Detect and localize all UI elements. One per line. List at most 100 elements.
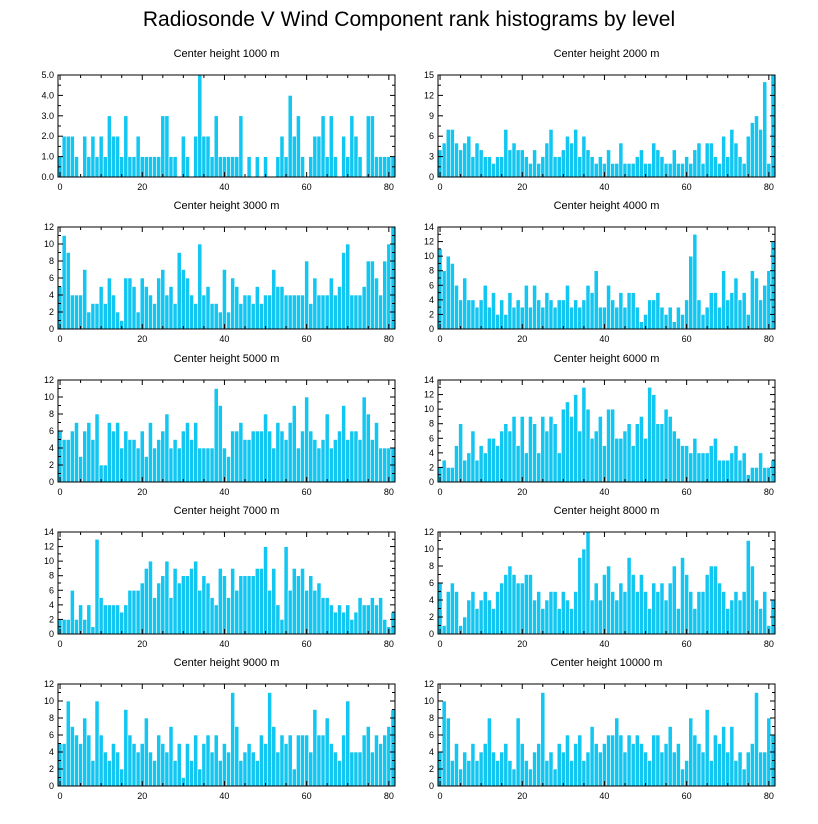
histogram-bar	[222, 575, 227, 635]
histogram-bar	[234, 286, 240, 330]
x-tick-label: 20	[517, 791, 527, 801]
x-tick-label: 60	[682, 182, 692, 192]
histogram-bar	[135, 311, 141, 330]
histogram-bar	[560, 591, 566, 635]
histogram-bar	[478, 751, 484, 787]
histogram-bar	[300, 294, 305, 330]
histogram-bar	[98, 597, 104, 635]
histogram-bar	[291, 135, 297, 178]
histogram-bar	[115, 422, 120, 483]
y-tick-label: 10	[44, 392, 54, 402]
histogram-bar	[345, 700, 351, 787]
histogram-bar	[341, 252, 346, 330]
histogram-bar	[626, 423, 632, 483]
histogram-bar	[688, 163, 694, 178]
y-tick-label: 12	[424, 390, 434, 400]
chart-title: Center height 8000 m	[554, 505, 660, 517]
histogram-bar	[94, 413, 100, 483]
histogram-bar	[70, 430, 75, 483]
histogram-bar	[692, 734, 698, 787]
histogram-bar	[659, 423, 665, 483]
histogram-bar	[374, 604, 379, 635]
chart-title: Center height 10000 m	[551, 657, 663, 669]
histogram-bar	[172, 439, 178, 483]
histogram-bar	[721, 591, 726, 635]
histogram-bar	[234, 589, 240, 635]
histogram-bar	[230, 430, 236, 483]
histogram-bar	[532, 599, 537, 635]
chart-title: Center height 2000 m	[554, 48, 660, 60]
x-tick-label: 40	[219, 182, 229, 192]
histogram-bar	[279, 619, 285, 635]
histogram-bar	[246, 439, 252, 483]
histogram-bar	[180, 430, 186, 483]
histogram-bar	[622, 306, 628, 330]
x-tick-label: 0	[58, 791, 63, 801]
histogram-bar	[168, 156, 174, 178]
histogram-bar	[213, 604, 219, 635]
histogram-bar	[581, 386, 587, 483]
histogram-bar	[717, 459, 722, 483]
histogram-bar	[499, 751, 505, 787]
histogram-bar	[466, 599, 472, 635]
y-tick-label: 6	[429, 730, 434, 740]
histogram-bar	[750, 743, 755, 787]
histogram-bar	[745, 540, 751, 635]
histogram-bar	[94, 303, 100, 330]
histogram-bar	[283, 546, 289, 635]
histogram-bar	[593, 430, 599, 483]
histogram-bar	[259, 430, 264, 483]
histogram-bar	[565, 284, 570, 330]
histogram-bar	[65, 619, 71, 635]
histogram-bar	[361, 604, 367, 635]
histogram-bar	[639, 743, 644, 787]
histogram-bar	[144, 456, 149, 483]
y-tick-label: 6	[429, 280, 434, 290]
histogram-bar	[226, 751, 231, 787]
histogram-bar	[74, 156, 79, 178]
histogram-bar	[57, 743, 63, 787]
histogram-bar	[98, 734, 104, 787]
histogram-bar	[279, 135, 285, 178]
histogram-bar	[569, 416, 574, 483]
histogram-bar	[606, 408, 611, 483]
histogram-bar	[676, 163, 681, 178]
histogram-bar	[717, 582, 722, 635]
histogram-bar	[560, 149, 566, 178]
histogram-bar	[651, 299, 657, 330]
histogram-bar	[144, 156, 149, 178]
histogram-bar	[458, 149, 463, 178]
histogram-bar	[688, 452, 694, 483]
histogram-bar	[692, 608, 698, 635]
histogram-bar	[246, 156, 252, 178]
histogram-bar	[370, 751, 375, 787]
histogram-bar	[470, 743, 476, 787]
histogram-bar	[316, 294, 322, 330]
histogram-bar	[242, 751, 248, 787]
histogram-bar	[119, 447, 125, 483]
histogram-bar	[226, 456, 231, 483]
histogram-bar	[606, 284, 611, 330]
histogram-bar	[144, 286, 149, 330]
histogram-bar	[382, 734, 388, 787]
histogram-bar	[328, 604, 334, 635]
histogram-bar	[717, 306, 722, 330]
histogram-bar	[271, 269, 277, 330]
histogram-bar	[713, 734, 718, 787]
histogram-bar	[164, 413, 170, 483]
histogram-bar	[201, 135, 207, 178]
histogram-bar	[606, 565, 611, 635]
y-tick-label: 4.0	[41, 90, 54, 100]
y-tick-label: 6	[49, 426, 54, 436]
y-tick-label: 10	[424, 404, 434, 414]
y-tick-label: 0	[49, 629, 54, 639]
histogram-bar	[643, 437, 648, 483]
histogram-bar	[279, 734, 285, 787]
x-tick-label: 60	[682, 487, 692, 497]
histogram-bar	[357, 751, 363, 787]
histogram-bar	[602, 445, 607, 483]
histogram-bar	[164, 560, 170, 635]
histogram-bar	[466, 299, 472, 330]
x-tick-label: 20	[517, 334, 527, 344]
